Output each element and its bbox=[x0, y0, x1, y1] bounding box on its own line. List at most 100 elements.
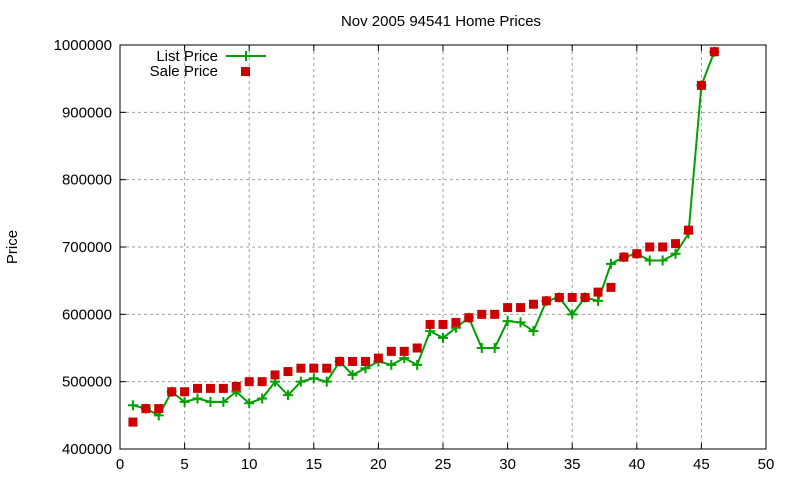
sale-price-point bbox=[451, 317, 461, 327]
sale-price-point bbox=[335, 356, 345, 366]
legend-label-sale-price: Sale Price bbox=[150, 63, 218, 80]
sale-price-point bbox=[580, 293, 590, 302]
sale-price-point bbox=[348, 356, 358, 366]
sale-price-point bbox=[296, 363, 306, 373]
y-tick-label: 800000 bbox=[62, 172, 112, 189]
sale-price-point bbox=[658, 242, 668, 252]
x-tick-label: 0 bbox=[116, 456, 124, 473]
list-price-point bbox=[218, 396, 229, 407]
list-price-point bbox=[644, 255, 655, 266]
x-tick-label: 45 bbox=[693, 456, 710, 473]
plot-border bbox=[119, 44, 767, 450]
sale-price-point bbox=[244, 377, 254, 387]
list-price-point bbox=[205, 396, 216, 407]
list-price-point bbox=[605, 258, 616, 269]
sale-price-point bbox=[554, 293, 564, 302]
sale-price-point bbox=[606, 282, 616, 292]
list-price-point bbox=[476, 343, 487, 353]
y-tick-label: 600000 bbox=[62, 306, 112, 323]
sale-price-point bbox=[541, 296, 551, 306]
x-tick-label: 20 bbox=[370, 456, 387, 473]
list-price-point bbox=[179, 396, 190, 407]
sale-price-point bbox=[360, 356, 370, 366]
sale-price-point bbox=[386, 346, 396, 356]
x-tick-label: 25 bbox=[435, 456, 452, 473]
list-price-point bbox=[127, 400, 138, 411]
x-tick-label: 30 bbox=[499, 456, 516, 473]
legend-marker-sale-price bbox=[241, 67, 250, 76]
list-price-point bbox=[321, 376, 332, 387]
legend-label-list-price: List Price bbox=[156, 48, 218, 65]
list-price-point bbox=[657, 255, 668, 266]
list-price-point bbox=[257, 393, 268, 404]
list-price-point bbox=[192, 393, 203, 404]
list-price-point bbox=[295, 376, 306, 387]
sale-price-point bbox=[477, 309, 487, 319]
list-price-point bbox=[386, 359, 397, 370]
sale-price-point bbox=[193, 383, 203, 393]
list-price-point bbox=[502, 316, 513, 327]
list-price-line bbox=[132, 51, 716, 417]
sale-price-point bbox=[567, 293, 577, 302]
y-tick-label: 700000 bbox=[62, 239, 112, 256]
sale-price-point bbox=[516, 303, 526, 313]
list-price-point bbox=[438, 332, 448, 343]
list-price-point bbox=[412, 359, 423, 370]
sale-price-point bbox=[128, 417, 138, 427]
y-axis: 400000 500000 600000 700000 800000 900000 1000… bbox=[54, 37, 766, 458]
x-tick-label: 15 bbox=[305, 456, 322, 473]
sale-price-point bbox=[683, 225, 693, 235]
sale-price-point bbox=[438, 319, 448, 329]
sale-price-point bbox=[709, 47, 719, 57]
sale-price-point bbox=[528, 299, 538, 309]
y-tick-label: 1000000 bbox=[54, 37, 112, 54]
sale-price-point bbox=[309, 363, 319, 373]
sale-price-point bbox=[205, 383, 215, 393]
sale-price-point bbox=[593, 287, 603, 297]
list-price-point bbox=[670, 248, 681, 259]
grid bbox=[120, 45, 766, 449]
list-price-point bbox=[308, 373, 319, 384]
sale-price-point bbox=[503, 303, 513, 313]
list-price-point bbox=[282, 390, 293, 401]
sale-price-point bbox=[671, 239, 681, 249]
legend-marker-list-price bbox=[241, 51, 251, 61]
sale-price-point bbox=[180, 387, 190, 397]
x-tick-label: 50 bbox=[758, 456, 775, 473]
y-tick-label: 500000 bbox=[62, 374, 112, 391]
x-tick-label: 35 bbox=[564, 456, 581, 473]
sale-price-point bbox=[270, 370, 280, 380]
sale-price-point bbox=[696, 80, 706, 90]
sale-price-point bbox=[218, 383, 228, 393]
list-price-point bbox=[593, 295, 604, 306]
list-price-point bbox=[528, 326, 539, 337]
series-layer bbox=[127, 46, 720, 427]
x-tick-label: 5 bbox=[180, 456, 188, 473]
list-price-point bbox=[567, 309, 578, 320]
sale-price-point bbox=[645, 242, 655, 252]
sale-price-point bbox=[167, 387, 177, 397]
sale-price-point bbox=[412, 343, 422, 353]
x-tick-label: 10 bbox=[241, 456, 258, 473]
y-tick-label: 400000 bbox=[62, 441, 112, 458]
legend: List Price Sale Price bbox=[150, 48, 266, 80]
y-axis-label: Price bbox=[4, 230, 21, 264]
sale-price-point bbox=[425, 319, 435, 329]
x-tick-label: 40 bbox=[628, 456, 645, 473]
x-axis: 0 5 10 15 20 25 30 35 40 45 50 bbox=[116, 45, 775, 473]
chart-title: Nov 2005 94541 Home Prices bbox=[341, 13, 541, 30]
sale-price-point bbox=[257, 377, 267, 387]
sale-price-point bbox=[231, 381, 241, 391]
sale-price-point bbox=[399, 346, 409, 356]
list-price-point bbox=[489, 343, 500, 353]
sale-price-point bbox=[373, 353, 383, 363]
sale-price-point bbox=[464, 313, 474, 323]
sale-price-point bbox=[141, 404, 151, 414]
sale-price-point bbox=[490, 309, 500, 319]
sale-price-point bbox=[619, 252, 629, 262]
sale-price-point bbox=[322, 363, 332, 373]
list-price-point bbox=[347, 369, 358, 380]
sale-price-point bbox=[283, 367, 293, 377]
